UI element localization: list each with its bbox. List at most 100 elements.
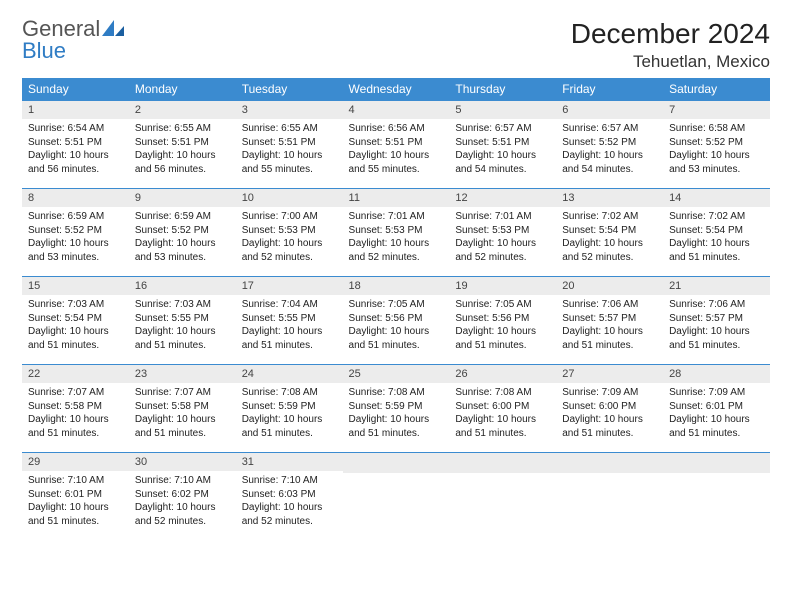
calendar-cell: 18Sunrise: 7:05 AMSunset: 5:56 PMDayligh… [343,277,450,365]
calendar-week-row: 1Sunrise: 6:54 AMSunset: 5:51 PMDaylight… [22,101,770,189]
calendar-cell: 28Sunrise: 7:09 AMSunset: 6:01 PMDayligh… [663,365,770,453]
daylight-line: Daylight: 10 hours and 51 minutes. [242,413,337,440]
sunset-line: Sunset: 5:53 PM [349,224,444,238]
day-body: Sunrise: 7:06 AMSunset: 5:57 PMDaylight:… [663,295,770,356]
sunset-line: Sunset: 6:01 PM [669,400,764,414]
day-body: Sunrise: 7:06 AMSunset: 5:57 PMDaylight:… [556,295,663,356]
sunrise-line: Sunrise: 7:10 AM [242,474,337,488]
daylight-line: Daylight: 10 hours and 51 minutes. [28,413,123,440]
day-body: Sunrise: 6:55 AMSunset: 5:51 PMDaylight:… [129,119,236,180]
sunset-line: Sunset: 5:52 PM [135,224,230,238]
day-body: Sunrise: 7:10 AMSunset: 6:01 PMDaylight:… [22,471,129,532]
sunset-line: Sunset: 5:55 PM [135,312,230,326]
sunset-line: Sunset: 5:53 PM [455,224,550,238]
daylight-line: Daylight: 10 hours and 54 minutes. [455,149,550,176]
day-number: 14 [663,189,770,207]
sunset-line: Sunset: 5:54 PM [28,312,123,326]
day-number: 25 [343,365,450,383]
calendar-cell: 30Sunrise: 7:10 AMSunset: 6:02 PMDayligh… [129,453,236,541]
sunset-line: Sunset: 6:03 PM [242,488,337,502]
calendar-cell: 4Sunrise: 6:56 AMSunset: 5:51 PMDaylight… [343,101,450,189]
daylight-line: Daylight: 10 hours and 56 minutes. [135,149,230,176]
header: General Blue December 2024 Tehuetlan, Me… [22,18,770,72]
day-number: 19 [449,277,556,295]
calendar-cell: 14Sunrise: 7:02 AMSunset: 5:54 PMDayligh… [663,189,770,277]
sunset-line: Sunset: 5:57 PM [562,312,657,326]
day-number: 8 [22,189,129,207]
calendar-cell: 1Sunrise: 6:54 AMSunset: 5:51 PMDaylight… [22,101,129,189]
day-body: Sunrise: 7:08 AMSunset: 5:59 PMDaylight:… [236,383,343,444]
sunrise-line: Sunrise: 7:08 AM [349,386,444,400]
sunrise-line: Sunrise: 6:58 AM [669,122,764,136]
calendar-cell: 2Sunrise: 6:55 AMSunset: 5:51 PMDaylight… [129,101,236,189]
daylight-line: Daylight: 10 hours and 51 minutes. [669,237,764,264]
calendar-table: Sunday Monday Tuesday Wednesday Thursday… [22,78,770,541]
daylight-line: Daylight: 10 hours and 51 minutes. [28,325,123,352]
calendar-cell: 16Sunrise: 7:03 AMSunset: 5:55 PMDayligh… [129,277,236,365]
day-number-empty [449,453,556,473]
sunset-line: Sunset: 6:00 PM [562,400,657,414]
weekday-header: Sunday [22,78,129,101]
logo-text: General Blue [22,18,124,62]
calendar-cell: 20Sunrise: 7:06 AMSunset: 5:57 PMDayligh… [556,277,663,365]
calendar-cell: 21Sunrise: 7:06 AMSunset: 5:57 PMDayligh… [663,277,770,365]
day-body: Sunrise: 7:07 AMSunset: 5:58 PMDaylight:… [22,383,129,444]
day-number: 13 [556,189,663,207]
sunrise-line: Sunrise: 7:07 AM [28,386,123,400]
sunset-line: Sunset: 5:51 PM [455,136,550,150]
sunset-line: Sunset: 6:01 PM [28,488,123,502]
sunset-line: Sunset: 5:56 PM [455,312,550,326]
daylight-line: Daylight: 10 hours and 52 minutes. [562,237,657,264]
sunrise-line: Sunrise: 7:05 AM [455,298,550,312]
calendar-cell [663,453,770,541]
day-body: Sunrise: 6:57 AMSunset: 5:52 PMDaylight:… [556,119,663,180]
sunrise-line: Sunrise: 7:08 AM [455,386,550,400]
sunrise-line: Sunrise: 7:03 AM [135,298,230,312]
sunset-line: Sunset: 5:56 PM [349,312,444,326]
day-number: 21 [663,277,770,295]
sunrise-line: Sunrise: 6:59 AM [28,210,123,224]
day-body: Sunrise: 6:58 AMSunset: 5:52 PMDaylight:… [663,119,770,180]
calendar-week-row: 8Sunrise: 6:59 AMSunset: 5:52 PMDaylight… [22,189,770,277]
day-body: Sunrise: 7:02 AMSunset: 5:54 PMDaylight:… [663,207,770,268]
daylight-line: Daylight: 10 hours and 56 minutes. [28,149,123,176]
sunrise-line: Sunrise: 6:57 AM [562,122,657,136]
sunset-line: Sunset: 5:58 PM [28,400,123,414]
day-body: Sunrise: 7:09 AMSunset: 6:01 PMDaylight:… [663,383,770,444]
daylight-line: Daylight: 10 hours and 53 minutes. [135,237,230,264]
sunrise-line: Sunrise: 7:02 AM [562,210,657,224]
sunset-line: Sunset: 5:52 PM [28,224,123,238]
day-body: Sunrise: 7:02 AMSunset: 5:54 PMDaylight:… [556,207,663,268]
calendar-week-row: 29Sunrise: 7:10 AMSunset: 6:01 PMDayligh… [22,453,770,541]
day-number: 12 [449,189,556,207]
sunset-line: Sunset: 5:51 PM [135,136,230,150]
calendar-cell: 27Sunrise: 7:09 AMSunset: 6:00 PMDayligh… [556,365,663,453]
calendar-cell [556,453,663,541]
day-body: Sunrise: 6:59 AMSunset: 5:52 PMDaylight:… [22,207,129,268]
calendar-cell: 13Sunrise: 7:02 AMSunset: 5:54 PMDayligh… [556,189,663,277]
day-body: Sunrise: 7:10 AMSunset: 6:03 PMDaylight:… [236,471,343,532]
sunset-line: Sunset: 5:55 PM [242,312,337,326]
daylight-line: Daylight: 10 hours and 52 minutes. [455,237,550,264]
sunset-line: Sunset: 5:59 PM [242,400,337,414]
day-number: 17 [236,277,343,295]
sunrise-line: Sunrise: 7:01 AM [455,210,550,224]
sunset-line: Sunset: 5:51 PM [28,136,123,150]
daylight-line: Daylight: 10 hours and 53 minutes. [28,237,123,264]
sunset-line: Sunset: 5:52 PM [669,136,764,150]
weekday-header: Friday [556,78,663,101]
daylight-line: Daylight: 10 hours and 51 minutes. [562,413,657,440]
day-number: 2 [129,101,236,119]
calendar-cell: 26Sunrise: 7:08 AMSunset: 6:00 PMDayligh… [449,365,556,453]
calendar-cell: 31Sunrise: 7:10 AMSunset: 6:03 PMDayligh… [236,453,343,541]
daylight-line: Daylight: 10 hours and 52 minutes. [242,501,337,528]
sunset-line: Sunset: 5:54 PM [562,224,657,238]
sunrise-line: Sunrise: 7:06 AM [669,298,764,312]
sunrise-line: Sunrise: 7:02 AM [669,210,764,224]
day-number: 18 [343,277,450,295]
sunrise-line: Sunrise: 6:55 AM [135,122,230,136]
weekday-header: Saturday [663,78,770,101]
day-number: 9 [129,189,236,207]
sunset-line: Sunset: 5:51 PM [242,136,337,150]
day-number: 3 [236,101,343,119]
